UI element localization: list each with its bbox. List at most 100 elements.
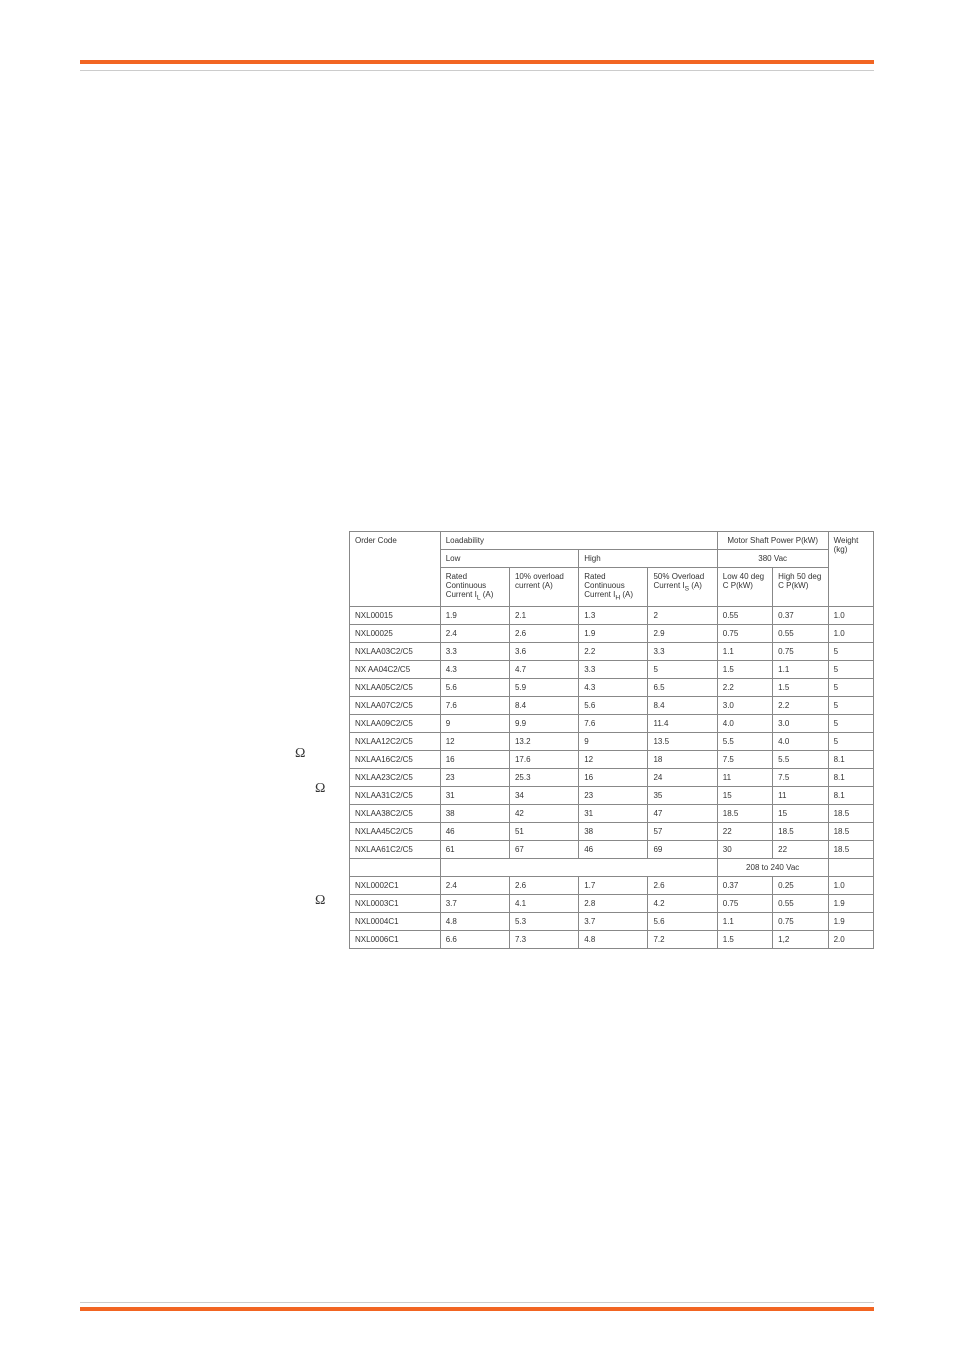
table-cell: 38 (579, 822, 648, 840)
table-cell: 35 (648, 786, 717, 804)
table-cell: NXLAA07C2/C5 (350, 696, 441, 714)
omega-symbol: Ω (315, 781, 325, 797)
table-cell: 7.6 (579, 714, 648, 732)
empty-cell (350, 858, 441, 876)
table-cell: 4.0 (773, 732, 828, 750)
table-cell: 1.9 (440, 606, 509, 624)
table-cell: 3.6 (509, 642, 578, 660)
table-cell: NXL0002C1 (350, 876, 441, 894)
header-loadability: Loadability (440, 532, 717, 550)
table-cell: 34 (509, 786, 578, 804)
table-cell: 8.1 (828, 768, 873, 786)
table-cell: 12 (579, 750, 648, 768)
table-cell: 13.5 (648, 732, 717, 750)
table-cell: 1.1 (717, 912, 772, 930)
table-cell: 3.7 (440, 894, 509, 912)
table-cell: 24 (648, 768, 717, 786)
table-cell: 4.0 (717, 714, 772, 732)
header-50-overload: 50% Overload Current IS (A) (648, 568, 717, 607)
table-cell: 1.9 (579, 624, 648, 642)
header-weight: Weight (kg) (828, 532, 873, 607)
table-cell: 4.3 (579, 678, 648, 696)
table-row: NX AA04C2/C54.34.73.351.51.15 (350, 660, 874, 678)
table-cell: 0.25 (773, 876, 828, 894)
table-cell: 22 (773, 840, 828, 858)
table-cell: 0.37 (717, 876, 772, 894)
table-cell: NXLAA45C2/C5 (350, 822, 441, 840)
table-cell: 13.2 (509, 732, 578, 750)
table-row: NXLAA31C2/C53134233515118.1 (350, 786, 874, 804)
table-cell: 4.8 (440, 912, 509, 930)
table-cell: 0.75 (773, 912, 828, 930)
table-cell: NXLAA61C2/C5 (350, 840, 441, 858)
table-cell: 4.8 (579, 930, 648, 948)
table-cell: 61 (440, 840, 509, 858)
table-cell: 2.6 (509, 876, 578, 894)
document-page: Ω Ω Ω Order Code Loadability Motor Shaft… (0, 0, 954, 1351)
table-cell: 5.5 (717, 732, 772, 750)
table-row: NXLAA61C2/C561674669302218.5 (350, 840, 874, 858)
table-cell: 1.3 (579, 606, 648, 624)
table-cell: 18.5 (828, 804, 873, 822)
table-cell: 1.7 (579, 876, 648, 894)
table-cell: NXLAA03C2/C5 (350, 642, 441, 660)
table-cell: 18.5 (773, 822, 828, 840)
table-cell: 30 (717, 840, 772, 858)
header-motor-shaft: Motor Shaft Power P(kW) (717, 532, 828, 550)
table-row: NXL0002C12.42.61.72.60.370.251.0 (350, 876, 874, 894)
table-cell: 11.4 (648, 714, 717, 732)
table-cell: 2.8 (579, 894, 648, 912)
table-cell: 1.0 (828, 876, 873, 894)
table-row: NXL000252.42.61.92.90.750.551.0 (350, 624, 874, 642)
table-row: NXLAA07C2/C57.68.45.68.43.02.25 (350, 696, 874, 714)
table-cell: 8.4 (509, 696, 578, 714)
table-cell: 0.55 (773, 894, 828, 912)
table-cell: 1.5 (773, 678, 828, 696)
table-row: NXL0004C14.85.33.75.61.10.751.9 (350, 912, 874, 930)
table-header-row: Order Code Loadability Motor Shaft Power… (350, 532, 874, 550)
table-cell: 42 (509, 804, 578, 822)
table-cell: 5 (828, 660, 873, 678)
table-cell: NXL00025 (350, 624, 441, 642)
table-cell: 7.5 (717, 750, 772, 768)
table-cell: 8.1 (828, 750, 873, 768)
table-cell: 2.2 (579, 642, 648, 660)
table-cell: 5.6 (440, 678, 509, 696)
table-cell: 2.6 (648, 876, 717, 894)
header-high-50: High 50 deg C P(kW) (773, 568, 828, 607)
table-cell: 2.0 (828, 930, 873, 948)
table-cell: 12 (440, 732, 509, 750)
table-cell: 7.6 (440, 696, 509, 714)
header-rated-ih: Rated Continuous Current IH (A) (579, 568, 648, 607)
table-cell: 8.4 (648, 696, 717, 714)
table-cell: 4.7 (509, 660, 578, 678)
table-cell: 3.0 (773, 714, 828, 732)
table-cell: 2.2 (717, 678, 772, 696)
table-cell: 22 (717, 822, 772, 840)
table-cell: 46 (440, 822, 509, 840)
table-cell: 5 (828, 678, 873, 696)
table-cell: 5.9 (509, 678, 578, 696)
table-row: NXLAA45C2/C5465138572218.518.5 (350, 822, 874, 840)
table-cell: 3.3 (440, 642, 509, 660)
table-cell: NXLAA31C2/C5 (350, 786, 441, 804)
table-cell: 2.4 (440, 876, 509, 894)
table-cell: 5 (828, 714, 873, 732)
table-cell: 1.5 (717, 930, 772, 948)
table-row: NXLAA23C2/C52325.31624117.58.1 (350, 768, 874, 786)
table-cell: 9 (440, 714, 509, 732)
table-cell: 6.6 (440, 930, 509, 948)
table-cell: 2.1 (509, 606, 578, 624)
table-cell: 0.75 (717, 894, 772, 912)
table-cell: NXLAA38C2/C5 (350, 804, 441, 822)
ratings-table: Order Code Loadability Motor Shaft Power… (349, 531, 874, 949)
table-cell: NXL0004C1 (350, 912, 441, 930)
table-cell: 4.2 (648, 894, 717, 912)
table-cell: NXL0006C1 (350, 930, 441, 948)
table-cell: 15 (773, 804, 828, 822)
table-cell: 2.6 (509, 624, 578, 642)
header-high: High (579, 550, 718, 568)
table-cell: 5.6 (579, 696, 648, 714)
table-cell: 3.3 (579, 660, 648, 678)
table-cell: 1.5 (717, 660, 772, 678)
